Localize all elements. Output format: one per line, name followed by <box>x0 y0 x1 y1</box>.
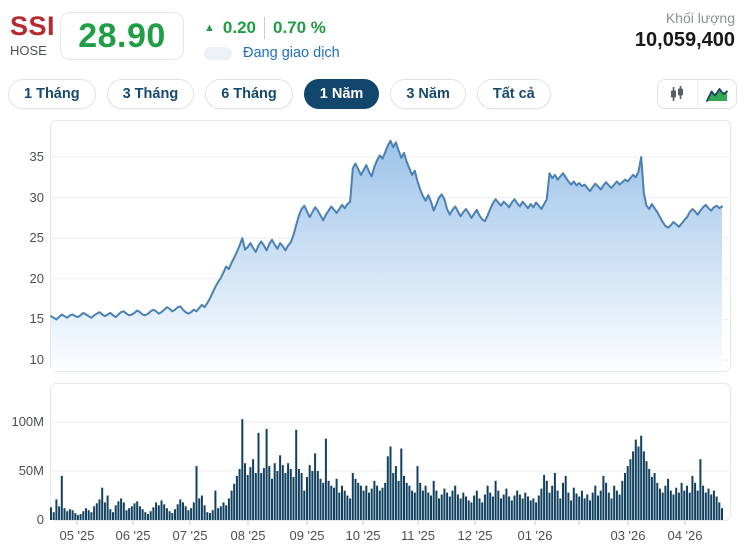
price-ytick-35: 35 <box>29 149 44 164</box>
xtick-0825: 08 '25 <box>230 528 266 543</box>
volume-ytick-0: 0 <box>36 512 44 527</box>
range-tabs: 1 Tháng 3 Tháng 6 Tháng 1 Năm 3 Năm Tất … <box>8 79 551 109</box>
candlestick-icon <box>671 86 684 101</box>
up-triangle-icon: ▲ <box>204 21 215 34</box>
volume-value: 10,059,400 <box>634 29 735 51</box>
price-ytick-15: 15 <box>29 311 44 327</box>
volume-ytick-100M: 100M <box>11 414 44 429</box>
axis-ticks <box>76 521 686 525</box>
xtick-0126: 01 '26 <box>517 528 553 543</box>
tab-all[interactable]: Tất cả <box>476 79 551 109</box>
live-indicator-pill <box>204 46 232 60</box>
candlestick-toggle-button[interactable] <box>658 80 697 108</box>
xtick-1225: 12 '25 <box>457 528 493 543</box>
xtick-0925: 09 '25 <box>289 528 325 543</box>
trading-status-text: Đang giao dịch <box>243 45 340 61</box>
last-price: 28.90 <box>78 16 166 55</box>
xtick-0725: 07 '25 <box>172 528 208 543</box>
price-ytick-30: 30 <box>29 189 44 205</box>
xtick-1025: 10 '25 <box>345 528 381 543</box>
volume-chart-panel[interactable] <box>50 383 731 521</box>
last-price-box: 28.90 <box>60 12 184 60</box>
tab-1-year[interactable]: 1 Năm <box>303 79 380 109</box>
change-divider <box>263 17 265 39</box>
tab-3-years[interactable]: 3 Năm <box>390 79 466 109</box>
toggle-divider <box>696 80 698 108</box>
xtick-1125: 11 '25 <box>400 528 436 543</box>
price-ytick-20: 20 <box>29 270 44 286</box>
price-change-percent: 0.70 % <box>272 18 326 37</box>
tab-6-months[interactable]: 6 Tháng <box>205 79 293 109</box>
tab-1-month[interactable]: 1 Tháng <box>8 79 96 109</box>
area-chart-icon <box>705 88 728 102</box>
trading-status-row: Đang giao dịch <box>204 45 340 61</box>
area-chart-toggle-button[interactable] <box>698 80 737 108</box>
price-chart-panel[interactable] <box>50 120 731 372</box>
price-ytick-25: 25 <box>29 230 44 246</box>
chart-type-toggle <box>657 79 737 109</box>
volume-block: Khối lượng 10,059,400 <box>635 10 735 52</box>
price-ytick-10: 10 <box>29 352 44 367</box>
xtick-0525: 05 '25 <box>59 528 95 543</box>
price-change-row: ▲ 0.20 0.70 % <box>204 17 326 39</box>
xtick-0426: 04 '26 <box>667 528 703 543</box>
exchange-name: HOSE <box>10 43 47 58</box>
volume-ytick-50M: 50M <box>18 463 44 478</box>
xtick-0625: 06 '25 <box>115 528 151 543</box>
tab-3-months[interactable]: 3 Tháng <box>106 79 195 109</box>
volume-label: Khối lượng <box>665 10 735 26</box>
xtick-0326: 03 '26 <box>610 528 646 543</box>
price-change: 0.20 <box>222 18 256 37</box>
ticker-symbol: SSI <box>10 11 56 41</box>
